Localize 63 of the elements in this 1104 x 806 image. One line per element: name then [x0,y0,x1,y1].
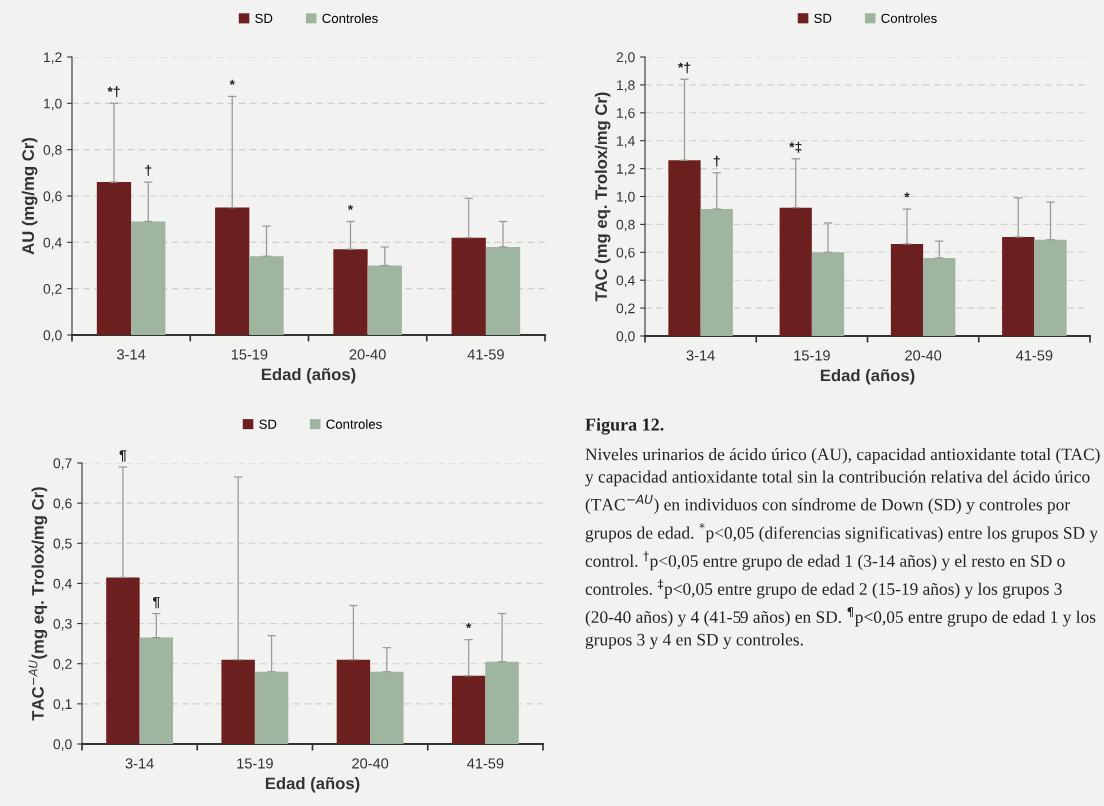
y-tick-label: 0,2 [53,659,72,671]
text: ¶ [119,450,127,462]
annotation: ¶ [152,596,160,609]
y-tick-label: 0,8 [43,145,62,157]
y-tick-label: 0,2 [616,303,635,315]
x-tick-label: 20-40 [349,349,386,360]
x-tick-label: 3-14 [686,350,715,361]
x-tick-label: 15-19 [237,758,273,769]
x-axis-title: Edad (años) [261,368,356,384]
y-tick-label: 1,4 [617,136,635,148]
y-tick-label: 0,0 [43,330,62,342]
y-tick-label: 0,0 [53,739,72,751]
y-tick-label: 0,5 [53,538,72,551]
y-axis-title: TAC (mg eq. Trolox/mg Cr) [594,92,611,302]
annotation: † [145,164,152,176]
y-tick-label: 0,2 [43,284,62,296]
y-tick-label: 1,6 [617,108,635,120]
x-tick-label: 41-59 [1016,350,1053,361]
annotation: *† [677,62,691,74]
y-tick-label: 1,2 [44,52,62,64]
y-tick-label: 0,7 [53,458,72,470]
x-tick-label: 20-40 [352,758,389,769]
annotation: * [229,79,235,85]
legend-label: Controles [881,13,937,23]
y-tick-label: 0,6 [43,191,62,203]
y-tick-label: 0,6 [53,498,72,510]
annotation: * [466,622,472,629]
x-tick-label: 41-59 [467,758,504,769]
text: Figura 12. [585,418,664,435]
x-tick-label: 15-19 [794,350,830,361]
legend-label: SD [814,13,832,23]
y-tick-label: 0,6 [616,247,635,260]
y-tick-label: 1,0 [44,98,62,111]
annotation: *† [107,86,120,98]
legend-label: SD [255,13,273,24]
annotation: * [347,204,354,211]
annotation: † [713,155,720,167]
y-tick-label: 1,8 [617,80,635,92]
y-tick-label: 1,0 [617,191,635,204]
legend-label: Controles [322,13,378,24]
x-axis-title: Edad (años) [820,369,915,385]
y-tick-label: 0,0 [616,331,635,343]
y-tick-label: 0,3 [53,618,72,631]
y-tick-label: 0,4 [53,578,72,591]
x-tick-label: 20-40 [905,350,942,361]
legend-label: Controles [326,419,382,429]
y-tick-label: 0,1 [53,699,72,711]
legend-label: SD [259,419,277,429]
x-tick-label: 3-14 [117,349,146,360]
x-axis-title: Edad (años) [265,777,360,793]
annotation: *‡ [789,141,802,153]
y-axis-title: AU (mg/mg Cr) [21,138,38,255]
y-tick-label: 0,4 [43,237,62,250]
text: Niveles urinarios de ácido úrico (AU), capacidad antioxidante total (TAC) y capacidad antioxidante total sin la contribución relativa del ácido úrico (TAC$^{−AU}$) en individuos con síndrome de Down (SD) y controles por grupos de edad. $^{*}$p<0,05 (diferencias significativas) entre los grupos SD y control. $^{†}$p<0,05 entre grupo de edad 1 (3-14 años) y el resto en SD o controles. $^{‡}$p<0,05 entre grupo de edad 2 (15-19 años) y los grupos 3 (20-40 años) y 4 (41-59 años) en SD. $^{¶}$p<0,05 entre grupo de edad 1 y los grupos 3 y 4 en SD y controles. [585,448,1100,650]
y-tick-label: 0,4 [616,275,635,288]
x-tick-label: 3-14 [125,758,154,769]
y-tick-label: 1,2 [617,163,635,176]
x-tick-label: 15-19 [231,349,268,360]
x-tick-label: 41-59 [467,349,504,360]
y-tick-label: 2,0 [616,52,635,64]
y-axis-title: TAC$^{−AU}$(mg eq. Trolox/mg Cr) [28,487,48,721]
annotation: * [904,192,910,198]
y-tick-label: 0,8 [616,219,635,232]
